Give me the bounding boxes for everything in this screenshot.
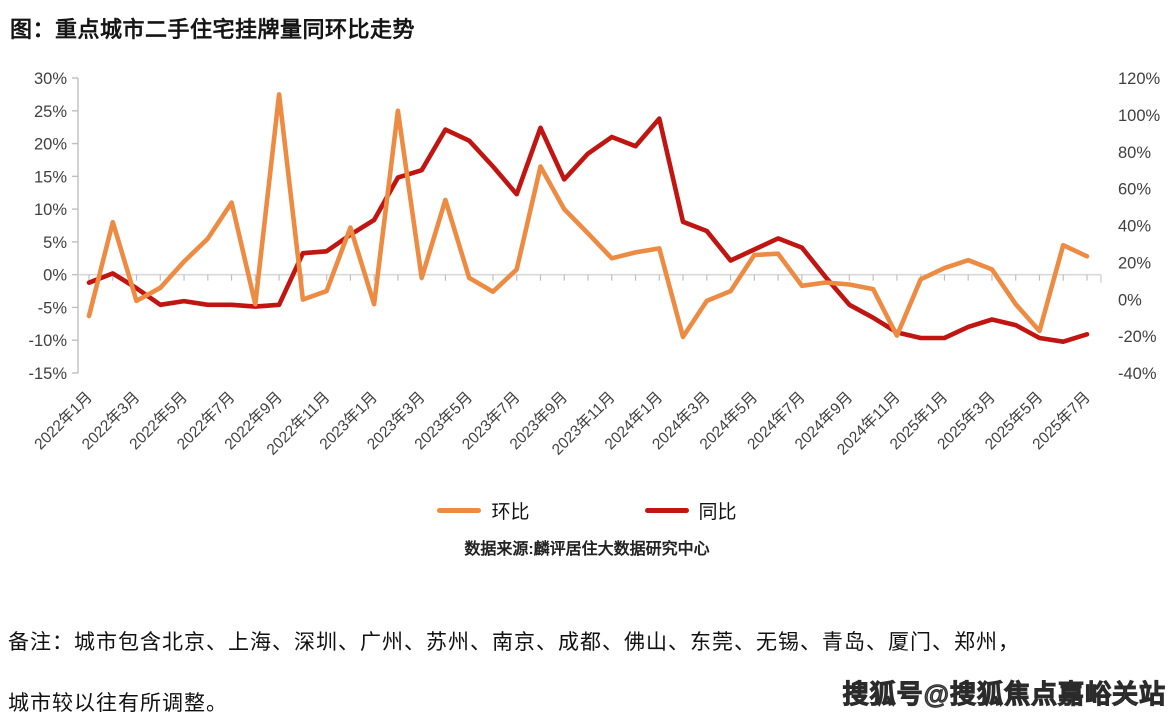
right-axis-tick-label: 100% (1118, 107, 1161, 125)
left-axis-tick-label: -10% (28, 332, 67, 350)
left-axis-tick-label: -15% (28, 365, 67, 383)
mom-legend-label: 环比 (491, 502, 530, 523)
right-axis-tick-label: 80% (1118, 144, 1151, 162)
yoy-series-line (86, 116, 1090, 345)
legend-item-yoy: 同比 (644, 497, 737, 524)
left-axis-tick-label: 5% (43, 234, 67, 252)
right-axis-tick-label: 60% (1118, 181, 1151, 199)
footer-note-line2: 城市较以往有所调整。 (8, 691, 228, 715)
footer-note-line1: 备注：城市包含北京、上海、深圳、广州、苏州、南京、成都、佛山、东莞、无锡、青岛、… (8, 630, 1020, 654)
left-axis-tick-label: 15% (34, 168, 67, 186)
right-axis-tick-label: 20% (1118, 254, 1151, 272)
left-axis-tick-label: 30% (34, 70, 67, 88)
left-axis-tick-label: -5% (38, 299, 68, 317)
right-axis-tick-label: -20% (1118, 328, 1157, 346)
left-axis-tick-label: 20% (34, 136, 67, 154)
watermark: 搜狐号@搜狐焦点嘉峪关站 (842, 679, 1166, 710)
chart-canvas: 30% 25% 20% 15% 10% 5% 0% -5% -10% -15% 120% 100% 80… (28, 70, 1161, 459)
left-axis-tick-label: 0% (43, 267, 67, 285)
right-axis-tick-label: 120% (1118, 70, 1161, 88)
right-axis-tick-label: -40% (1118, 365, 1157, 383)
yoy-line-swatch (644, 508, 689, 513)
legend: 环比 同比 (0, 497, 1174, 524)
right-axis-tick-label: 40% (1118, 218, 1151, 236)
source-note: 数据来源:麟评居住大数据研究中心 (464, 541, 710, 558)
chart-title: 图：重点城市二手住宅挂牌量同环比走势 (10, 17, 416, 42)
right-axis-tick-label: 0% (1118, 291, 1142, 309)
left-axis-tick-label: 25% (34, 103, 67, 121)
mom-line-swatch (437, 508, 482, 513)
legend-item-mom: 环比 (437, 497, 530, 524)
mom-series-line (86, 92, 1090, 340)
yoy-legend-label: 同比 (698, 502, 737, 523)
left-axis-tick-label: 10% (34, 201, 67, 219)
